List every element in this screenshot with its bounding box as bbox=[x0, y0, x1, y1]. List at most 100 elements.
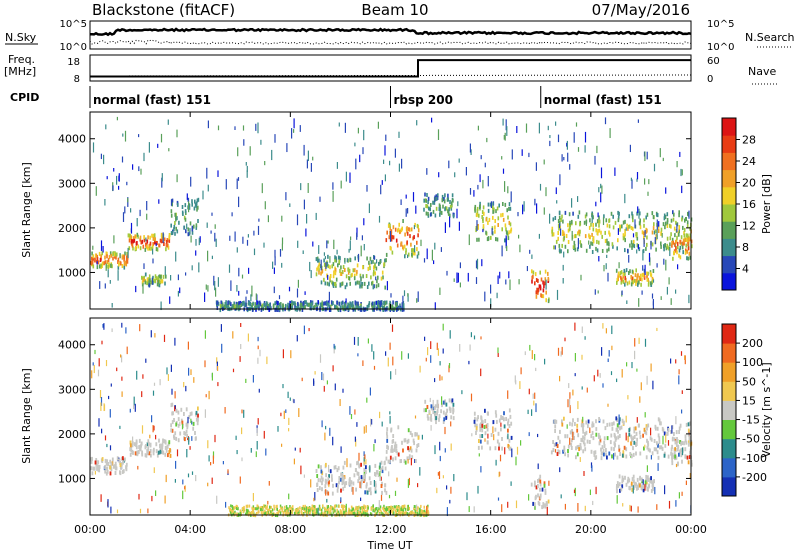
velocity-cell bbox=[687, 422, 690, 427]
velocity-cell bbox=[620, 487, 623, 492]
power-cell bbox=[638, 247, 641, 252]
velocity-cell bbox=[250, 511, 253, 515]
velocity-cell bbox=[550, 450, 553, 455]
power-cell bbox=[600, 183, 602, 189]
velocity-cell bbox=[689, 450, 691, 455]
velocity-cell bbox=[631, 477, 634, 482]
power-cell bbox=[91, 256, 93, 261]
power-cell bbox=[681, 241, 684, 246]
velocity-cell bbox=[105, 461, 108, 466]
velocity-cell bbox=[615, 416, 618, 421]
velocity-cell bbox=[354, 409, 356, 415]
velocity-cell bbox=[413, 507, 415, 511]
velocity-cell bbox=[619, 488, 621, 493]
power-cell bbox=[338, 122, 340, 127]
power-cell bbox=[303, 300, 306, 305]
velocity-cell bbox=[264, 511, 267, 515]
velocity-cell bbox=[231, 506, 234, 510]
velocity-cell bbox=[252, 493, 254, 502]
velocity-cell bbox=[439, 441, 441, 451]
power-cell bbox=[532, 270, 535, 275]
power-cell bbox=[522, 204, 524, 215]
velocity-cell bbox=[174, 431, 177, 436]
velocity-cell bbox=[345, 509, 347, 513]
power-cell bbox=[109, 251, 112, 256]
velocity-cell bbox=[186, 425, 189, 430]
velocity-cell bbox=[381, 511, 383, 515]
power-cell bbox=[377, 121, 379, 129]
velocity-cell bbox=[187, 341, 189, 350]
velocity-cell bbox=[594, 456, 597, 460]
power-cell bbox=[297, 279, 299, 288]
power-cell bbox=[606, 254, 608, 258]
power-cell bbox=[113, 168, 115, 172]
velocity-cell bbox=[373, 351, 375, 360]
power-cell bbox=[237, 177, 240, 181]
power-cell bbox=[536, 287, 538, 292]
velocity-cell bbox=[299, 506, 301, 510]
power-cell bbox=[631, 211, 633, 216]
velocity-cell bbox=[220, 324, 222, 332]
power-cell bbox=[541, 294, 543, 298]
velocity-cell bbox=[430, 425, 432, 431]
velocity-cell bbox=[130, 448, 133, 453]
power-cell bbox=[366, 285, 369, 289]
velocity-cell bbox=[497, 347, 499, 354]
power-cell bbox=[670, 232, 672, 237]
velocity-cell bbox=[614, 437, 617, 442]
velocity-cell bbox=[477, 415, 479, 420]
power-cell bbox=[476, 213, 478, 218]
velocity-cell bbox=[605, 448, 607, 452]
power-cell bbox=[676, 235, 678, 240]
velocity-cell bbox=[507, 428, 509, 433]
power-cell bbox=[359, 154, 361, 163]
velocity-cell bbox=[676, 439, 679, 444]
nave-tick-bottom: 0 bbox=[707, 74, 713, 85]
power-cell bbox=[360, 307, 363, 312]
velocity-cell bbox=[614, 442, 616, 447]
velocity-cell bbox=[449, 407, 452, 412]
velocity-cell bbox=[450, 421, 452, 427]
power-cell bbox=[374, 271, 376, 276]
velocity-cell bbox=[671, 425, 673, 434]
velocity-cell bbox=[576, 417, 579, 422]
power-cell bbox=[181, 205, 184, 209]
power-cell bbox=[535, 162, 537, 171]
velocity-cell bbox=[328, 464, 330, 473]
velocity-cell bbox=[583, 442, 586, 447]
velocity-cell bbox=[574, 422, 576, 426]
power-cell bbox=[122, 212, 125, 222]
velocity-cell bbox=[678, 452, 680, 457]
power-cell bbox=[446, 270, 448, 276]
velocity-cell bbox=[364, 512, 367, 516]
power-cell bbox=[660, 244, 662, 249]
velocity-cell bbox=[121, 322, 123, 328]
power-cell bbox=[392, 306, 394, 311]
power-cell bbox=[666, 245, 669, 250]
velocity-cell bbox=[373, 365, 376, 370]
power-cell bbox=[606, 241, 608, 246]
velocity-cell bbox=[537, 493, 539, 498]
velocity-cell bbox=[392, 434, 395, 438]
power-cell bbox=[349, 240, 351, 251]
power-cell bbox=[614, 167, 616, 176]
power-cell bbox=[288, 303, 291, 307]
velocity-cell bbox=[670, 430, 672, 434]
power-cell bbox=[299, 125, 301, 132]
power-cell bbox=[657, 224, 660, 229]
velocity-cell bbox=[282, 511, 285, 514]
velocity-cell bbox=[399, 511, 401, 515]
velocity-cell bbox=[236, 505, 238, 509]
power-cell bbox=[509, 279, 511, 290]
velocity-cell bbox=[296, 335, 298, 342]
power-cell bbox=[143, 152, 145, 162]
velocity-cell bbox=[294, 511, 296, 515]
power-cell bbox=[118, 175, 120, 182]
velocity-cell bbox=[480, 466, 482, 473]
velocity-cell bbox=[617, 429, 619, 434]
velocity-cell bbox=[619, 426, 621, 431]
power-cell bbox=[666, 220, 669, 225]
power-cell bbox=[416, 254, 419, 259]
power-cell bbox=[558, 248, 561, 253]
velocity-cell bbox=[559, 375, 561, 382]
